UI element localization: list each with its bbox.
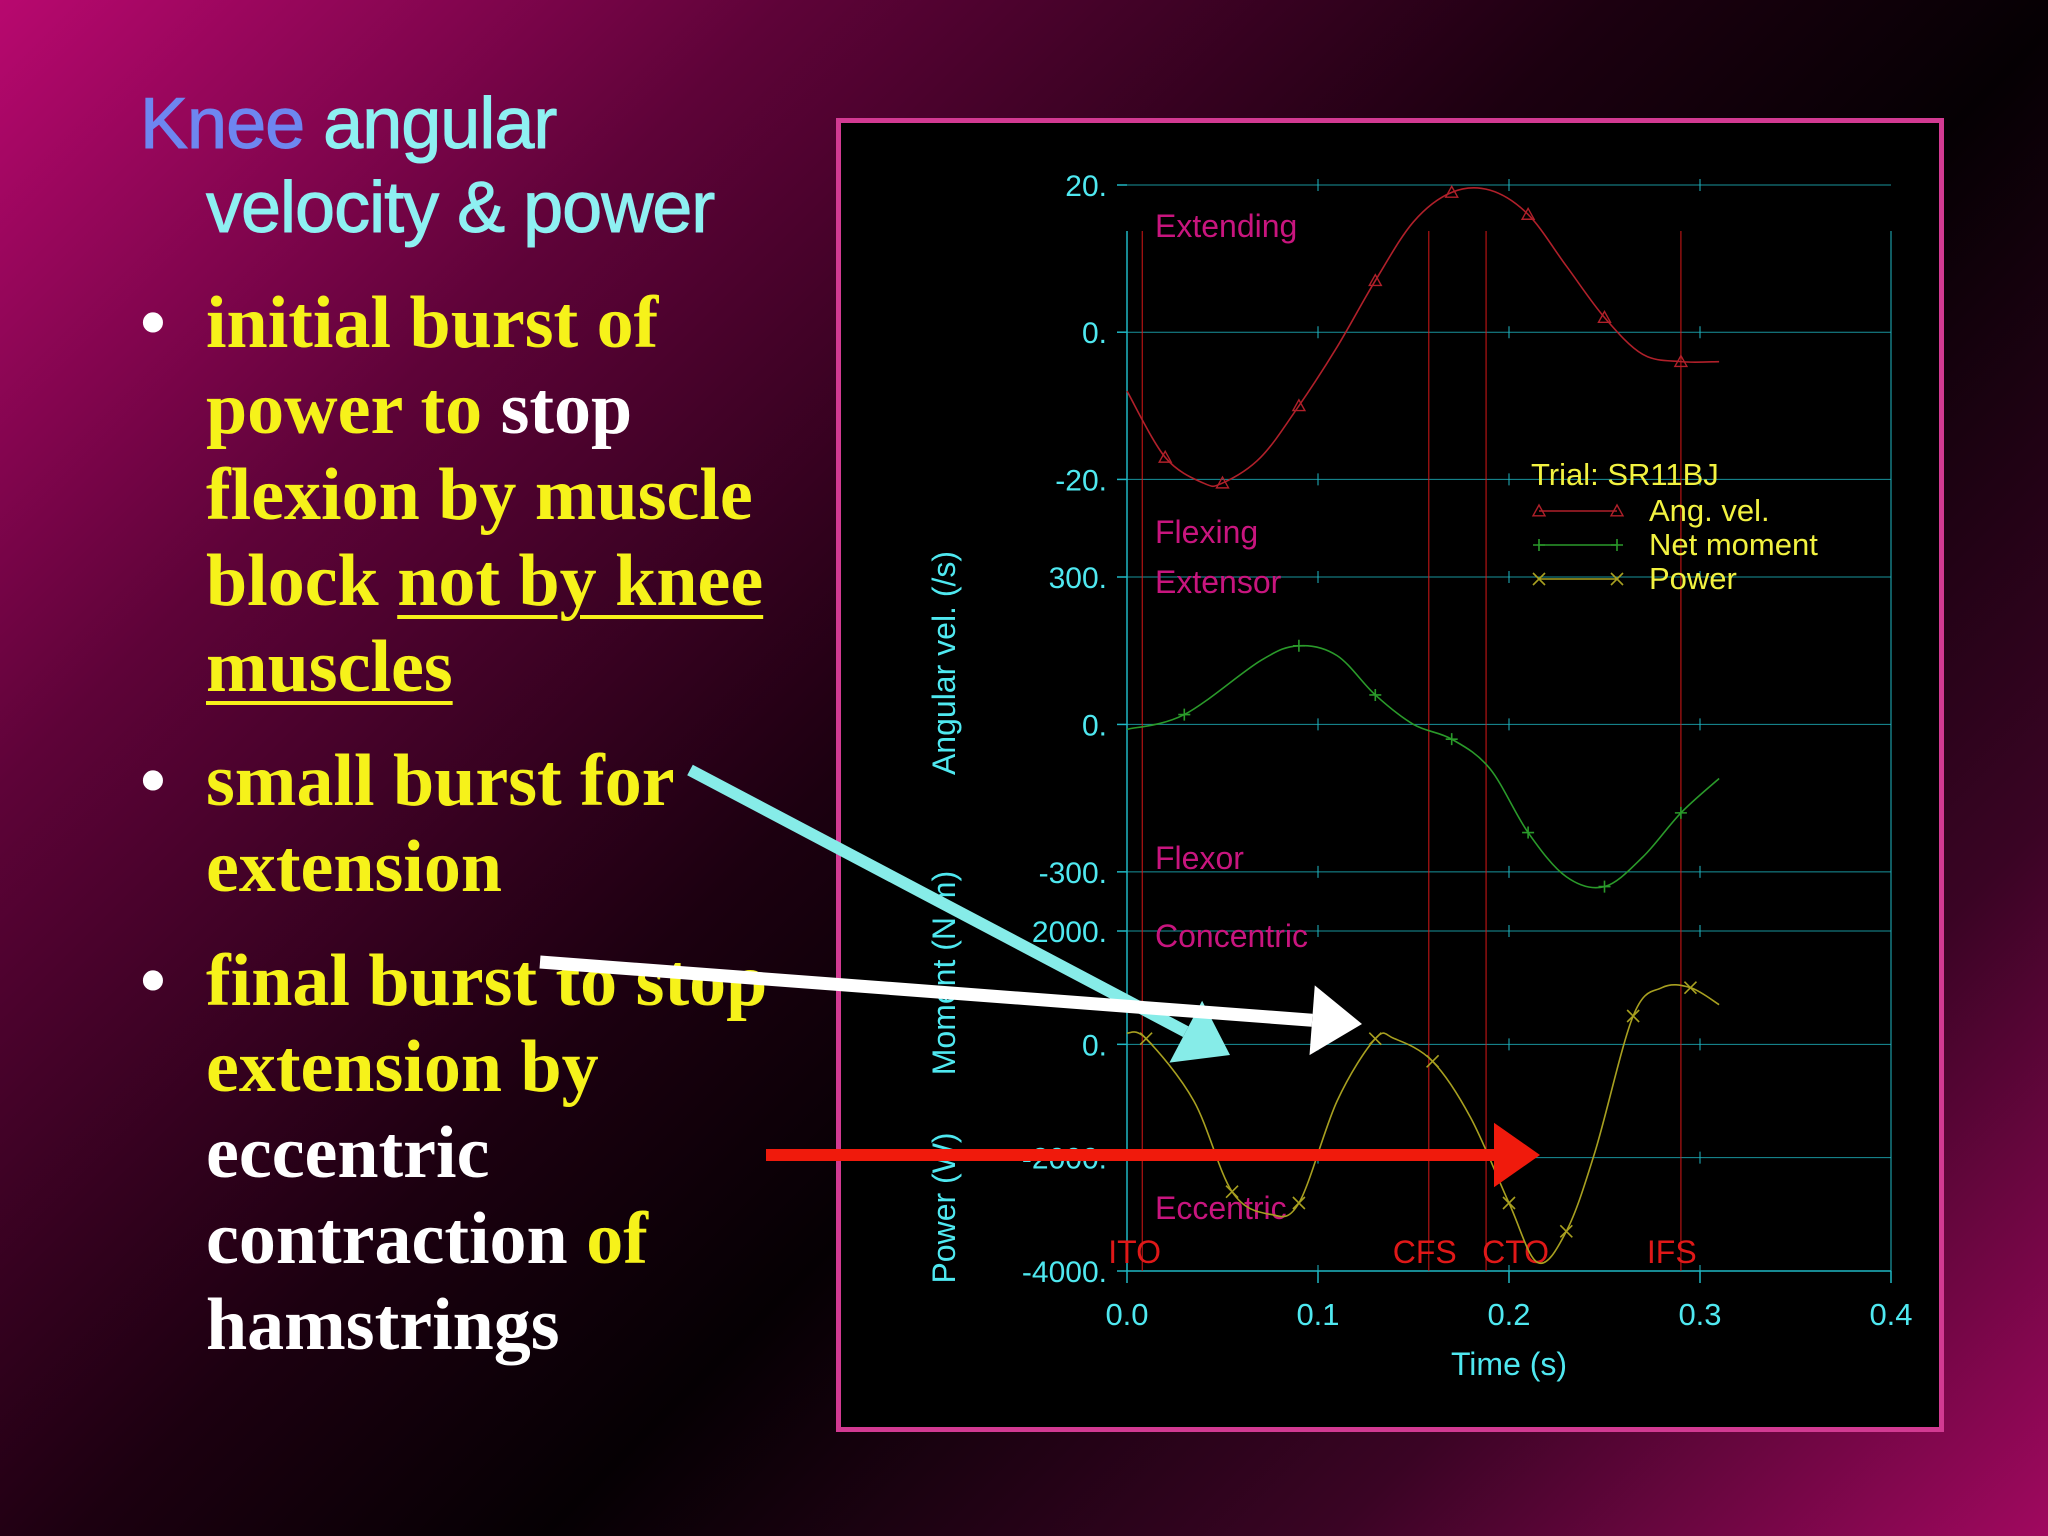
title-knee-word: Knee [139,84,305,165]
bullet-text-segment: eccentric contraction [206,1112,587,1280]
event-label: IFS [1647,1234,1697,1270]
y-tick-label: 0. [1082,1029,1107,1062]
y-axis-title: Moment (N.m) [926,871,962,1075]
legend-title: Trial: SR11BJ [1531,457,1719,492]
series-marker [1368,273,1383,287]
region-label: Concentric [1155,918,1308,954]
series-marker [1674,806,1687,819]
series-marker [1533,539,1545,551]
slide-title: Knee angular velocity & power [139,82,715,250]
series-marker [1368,1032,1382,1046]
y-tick-label: -20. [1055,464,1107,497]
y-tick-label: 300. [1049,562,1107,595]
region-label: Flexing [1155,514,1258,550]
y-axis-title: Angular vel. (/s) [926,551,962,775]
series-marker [1609,503,1625,517]
series-marker [1598,880,1611,893]
bullet-text-segment: final burst to stop extension by [206,940,768,1108]
series-marker [1292,1196,1306,1210]
series-marker [1291,398,1307,412]
series-marker [1502,1196,1516,1210]
series-marker [1531,503,1547,517]
series-marker [1673,354,1689,368]
series-marker [1520,206,1536,220]
series-marker [1559,1224,1573,1238]
region-label: Extending [1155,208,1297,244]
series-marker [1225,1185,1239,1199]
series-marker [1626,1009,1640,1023]
y-tick-label: 2000. [1032,916,1107,949]
bullet-text-segment: hamstrings [206,1284,560,1366]
bullet-item: small burst for extension [140,738,820,910]
bullet-text-segment: small burst for extension [206,740,674,908]
series-marker [1292,639,1305,652]
series-marker [1426,1054,1440,1068]
region-label: Eccentric [1155,1190,1287,1226]
region-label: Flexor [1155,840,1244,876]
x-tick-label: 0.1 [1296,1297,1339,1332]
series-marker [1369,688,1382,701]
bullet-text-segment: of [586,1198,648,1280]
y-tick-label: 0. [1082,317,1107,350]
legend-entry: Net moment [1649,527,1818,562]
legend-entry: Power [1649,561,1737,596]
series-marker [1215,475,1230,489]
x-tick-label: 0.4 [1869,1297,1912,1332]
series-marker [1610,572,1624,586]
y-tick-label: -2000. [1022,1143,1107,1176]
series-marker [1532,572,1546,586]
y-tick-label: -4000. [1022,1256,1107,1289]
bullet-item: initial burst of power to stop flexion b… [140,280,820,710]
y-tick-label: 0. [1082,709,1107,742]
y-tick-label: 20. [1065,170,1107,203]
bullet-text-segment: not by knee muscles [206,540,764,708]
region-label: Extensor [1155,564,1282,600]
knee-chart: 20. 0. -20. Extending Flexing 300. 0. -300. Exte… [926,170,1913,1382]
series-marker [1522,826,1535,839]
series-marker [1444,184,1459,198]
y-tick-label: -300. [1039,857,1107,890]
bullet-text-segment: flexion by muscle block [206,454,753,622]
legend-entry: Ang. vel. [1649,493,1770,528]
bullet-text-segment: stop [500,368,633,450]
x-tick-label: 0.3 [1678,1297,1721,1332]
title-rest-line1: angular [304,84,558,165]
x-axis-title: Time (s) [1451,1346,1567,1382]
series-marker [1597,310,1612,323]
event-label: ITO [1108,1234,1161,1270]
event-label: CTO [1482,1234,1549,1270]
series-marker [1445,733,1458,746]
series-marker [1683,981,1698,995]
y-axis-title: Power (W) [926,1132,962,1283]
series-line-ang-vel- [1126,187,1720,488]
series-marker [1611,539,1623,551]
series-marker [1158,449,1173,463]
title-line2: velocity & power [205,168,715,249]
bullet-text-segment: initial burst of power to [206,282,659,450]
bullet-item: final burst to stop extension by eccentr… [140,938,820,1368]
chart-panel: 20. 0. -20. Extending Flexing 300. 0. -300. Exte… [836,118,1944,1432]
x-tick-label: 0.0 [1105,1297,1148,1332]
event-label: CFS [1393,1234,1457,1270]
bullet-list: initial burst of power to stop flexion b… [140,280,820,1396]
series-marker [1178,708,1191,721]
x-tick-label: 0.2 [1487,1297,1530,1332]
